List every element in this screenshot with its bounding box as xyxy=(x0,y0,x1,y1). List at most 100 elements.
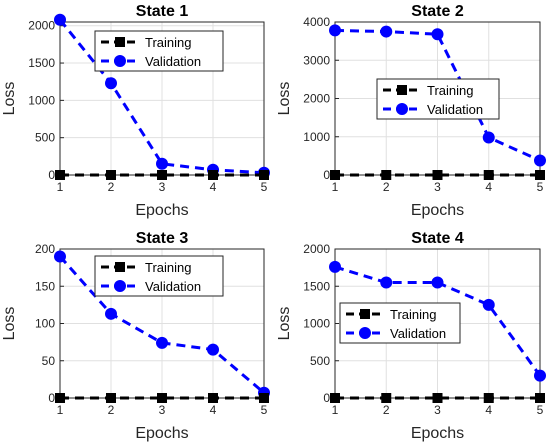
x-tick-label: 5 xyxy=(261,403,268,417)
data-point-validation xyxy=(380,276,393,289)
data-point-validation xyxy=(534,369,546,382)
legend: Training Validation xyxy=(339,302,461,344)
x-tick-label: 2 xyxy=(108,403,115,417)
data-point-training xyxy=(483,170,494,180)
data-point-training xyxy=(157,393,167,403)
data-point-validation xyxy=(482,131,495,144)
data-point-validation xyxy=(105,307,117,320)
y-axis-label: Loss xyxy=(1,82,18,116)
data-point-validation xyxy=(156,336,168,349)
series-line-validation xyxy=(334,28,541,162)
data-point-validation xyxy=(54,13,66,26)
data-point-training xyxy=(330,393,340,403)
legend: Training Validation xyxy=(94,255,224,297)
data-point-training xyxy=(106,393,116,403)
data-point-training xyxy=(55,170,65,180)
x-tick-label: 5 xyxy=(537,180,544,194)
legend-label-validation: Validation xyxy=(145,54,201,69)
y-tick-label: 200 xyxy=(35,242,55,256)
y-axis-label: Loss xyxy=(1,307,18,341)
legend-marker-training xyxy=(115,37,125,47)
legend-marker-training xyxy=(115,262,125,272)
y-tick-label: 1500 xyxy=(303,279,330,293)
x-axis-label: Epochs xyxy=(411,202,464,219)
x-tick-label: 4 xyxy=(485,403,492,417)
x-tick-label: 2 xyxy=(383,403,390,417)
y-tick-label: 0 xyxy=(48,391,55,405)
y-tick-label: 4000 xyxy=(303,15,330,29)
chart-title: State 4 xyxy=(411,230,464,247)
data-point-validation xyxy=(431,276,444,289)
data-point-training xyxy=(535,170,545,180)
data-point-training xyxy=(55,393,65,403)
legend: Training Validation xyxy=(376,78,500,120)
x-axis-label: Epochs xyxy=(411,425,464,442)
x-tick-label: 1 xyxy=(57,180,64,194)
data-point-training xyxy=(381,393,392,403)
x-tick-label: 3 xyxy=(434,180,441,194)
x-tick-label: 4 xyxy=(210,180,217,194)
data-point-training xyxy=(106,170,116,180)
y-tick-label: 3000 xyxy=(303,53,330,67)
x-tick-label: 3 xyxy=(434,403,441,417)
y-tick-label: 500 xyxy=(35,131,55,145)
data-point-training xyxy=(432,170,443,180)
legend-marker-validation xyxy=(396,103,408,115)
x-tick-label: 4 xyxy=(210,403,217,417)
chart-panel-4: 1 2 3 4 5 0 500 1000 1500 2000 State 4 Epochs Loss Tr… xyxy=(276,230,546,442)
data-point-training xyxy=(259,170,269,180)
y-tick-label: 2000 xyxy=(28,19,55,33)
x-tick-label: 5 xyxy=(537,403,544,417)
y-tick-label: 2000 xyxy=(303,242,330,256)
y-tick-label: 0 xyxy=(48,168,55,182)
x-tick-label: 2 xyxy=(383,180,390,194)
y-tick-label: 50 xyxy=(42,354,56,368)
chart-title: State 2 xyxy=(411,3,464,20)
legend-label-validation: Validation xyxy=(145,279,201,294)
x-tick-label: 1 xyxy=(332,403,339,417)
data-point-validation xyxy=(156,157,168,170)
x-axis-label: Epochs xyxy=(135,202,188,219)
data-point-validation xyxy=(329,24,341,37)
data-point-training xyxy=(381,170,392,180)
legend-marker-training xyxy=(360,309,370,319)
y-tick-label: 100 xyxy=(35,317,55,331)
data-point-validation xyxy=(534,154,546,167)
y-tick-label: 1500 xyxy=(28,56,55,70)
y-tick-label: 500 xyxy=(310,354,330,368)
y-tick-label: 1000 xyxy=(28,93,55,107)
x-tick-label: 1 xyxy=(332,180,339,194)
y-axis-label: Loss xyxy=(276,307,293,341)
legend-marker-validation xyxy=(359,327,371,339)
data-point-validation xyxy=(207,343,219,356)
chart-panel-2: 1 2 3 4 5 0 1000 2000 3000 4000 State 2 Epochs Loss T… xyxy=(276,3,546,219)
x-tick-label: 2 xyxy=(108,180,115,194)
data-point-validation xyxy=(329,260,341,273)
y-tick-label: 150 xyxy=(35,279,55,293)
x-tick-label: 5 xyxy=(261,180,268,194)
x-tick-label: 3 xyxy=(159,180,166,194)
data-point-validation xyxy=(380,25,393,38)
data-point-validation xyxy=(105,77,117,90)
legend-marker-validation xyxy=(114,55,126,67)
x-tick-label: 3 xyxy=(159,403,166,417)
data-point-training xyxy=(330,170,340,180)
x-axis-label: Epochs xyxy=(135,425,188,442)
y-tick-label: 0 xyxy=(323,391,330,405)
chart-title: State 3 xyxy=(136,230,189,247)
legend-label-training: Training xyxy=(145,35,191,50)
x-tick-label: 4 xyxy=(485,180,492,194)
data-point-training xyxy=(259,393,269,403)
y-tick-label: 0 xyxy=(323,168,330,182)
series-line-validation xyxy=(58,18,265,175)
data-point-validation xyxy=(54,250,66,263)
data-point-training xyxy=(208,170,218,180)
legend: Training Validation xyxy=(94,30,224,72)
legend-label-training: Training xyxy=(390,307,436,322)
chart-title: State 1 xyxy=(136,3,189,20)
legend-label-training: Training xyxy=(427,83,473,98)
y-tick-label: 1000 xyxy=(303,130,330,144)
y-tick-label: 1000 xyxy=(303,317,330,331)
